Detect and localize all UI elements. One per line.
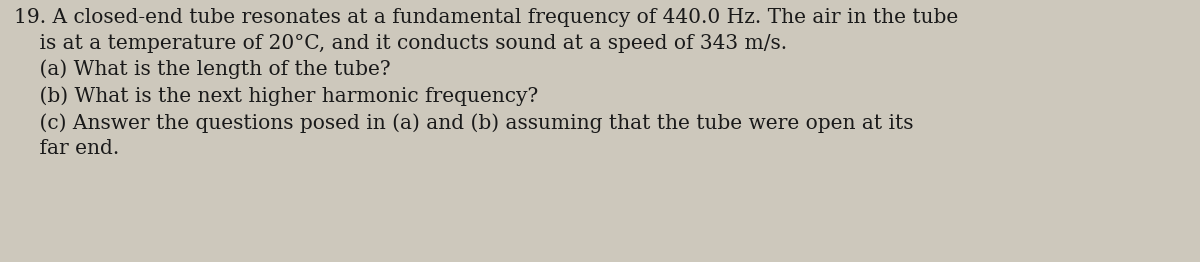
Text: 19. A closed-end tube resonates at a fundamental frequency of 440.0 Hz. The air : 19. A closed-end tube resonates at a fun… xyxy=(14,8,959,159)
